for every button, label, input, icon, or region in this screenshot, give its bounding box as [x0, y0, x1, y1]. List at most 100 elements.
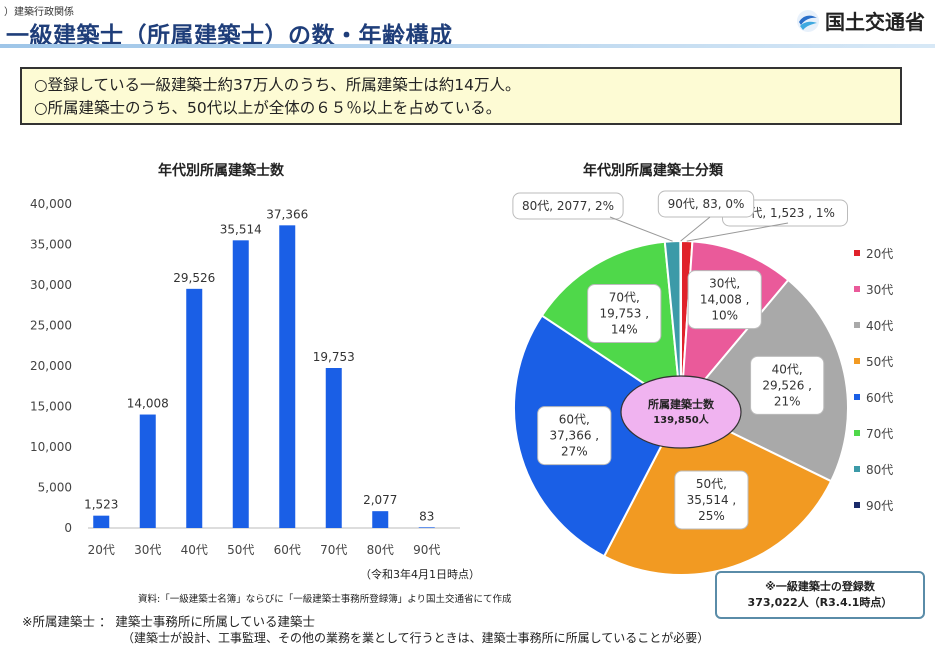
label-text: 14,008 , [700, 293, 750, 307]
pie-chart-title: 年代別所属建築士分類 [583, 163, 723, 179]
label-text: 50代, [696, 477, 727, 491]
legend-item-80代: 80代 [854, 463, 893, 477]
label-text: 70代, [609, 291, 640, 305]
footnote: ※所属建築士 ： 建築士事務所に所属している建築士 （建築士が設計、工事監理、そ… [22, 614, 709, 646]
bar-50代 [232, 240, 249, 528]
registered-count-box: ※一級建築士の登録数 373,022人（R3.4.1時点） [715, 571, 925, 619]
y-tick-label: 25,000 [30, 319, 72, 333]
y-tick-label: 20,000 [30, 359, 72, 373]
x-tick-label: 80代 [367, 543, 394, 557]
x-tick-label: 70代 [320, 543, 347, 557]
bar-value-label: 1,523 [84, 498, 118, 512]
label-box [657, 190, 755, 218]
legend-label: 30代 [866, 283, 893, 297]
mlit-logo-icon [797, 9, 819, 32]
bar-40代 [186, 288, 203, 528]
pie-slice-label-50代: 50代, 35,514 , 25% [674, 470, 749, 530]
y-tick-label: 30,000 [30, 278, 72, 292]
label-text: 29,526 , [762, 378, 812, 392]
pie-slice-label-60代: 60代, 37,366 , 27% [537, 406, 612, 466]
legend-label: 90代 [866, 499, 893, 513]
summary-line-1: ○登録している一級建築士約37万人のうち、所属建築士は約14万人。 [34, 76, 521, 94]
label-text: 14% [611, 323, 638, 337]
legend-item-90代: 90代 [854, 499, 893, 513]
bar-30代 [139, 414, 156, 528]
label-text: 10% [711, 309, 738, 323]
label-text: 19,753 , [599, 307, 649, 321]
pie-center-badge [620, 375, 742, 449]
x-tick-label: 90代 [413, 543, 440, 557]
pie-slice-label-90代: 90代, 83, 0% [657, 190, 755, 218]
bar-value-label: 2,077 [363, 493, 397, 507]
y-tick-label: 35,000 [30, 238, 72, 252]
bar-60代 [279, 225, 296, 529]
label-text: 20代, 1,523 , 1% [735, 206, 835, 220]
pie-slice-label-40代: 40代, 29,526 , 21% [750, 355, 825, 415]
label-box [750, 355, 825, 415]
legend-label: 40代 [866, 319, 893, 333]
bar-90代 [418, 527, 435, 528]
legend-label: 20代 [866, 247, 893, 261]
legend-swatch [854, 286, 860, 292]
label-text: 21% [774, 394, 801, 408]
legend-swatch [854, 394, 860, 400]
legend-item-60代: 60代 [854, 391, 893, 405]
x-tick-label: 60代 [274, 543, 301, 557]
label-text: 27% [561, 445, 588, 459]
pie-chart: 所属建築士数 139,850人 20代, 1,523 , 1% 30代, 14,008 … [512, 190, 893, 575]
bar-70代 [325, 368, 342, 528]
leader-line [609, 216, 673, 242]
title-underline [0, 44, 935, 48]
org-name: 国土交通省 [825, 10, 925, 34]
legend-item-70代: 70代 [854, 427, 893, 441]
y-tick-label: 5,000 [38, 481, 72, 495]
x-tick-label: 40代 [181, 543, 208, 557]
legend-swatch [854, 250, 860, 256]
pie-slice-label-70代: 70代, 19,753 , 14% [587, 284, 662, 344]
label-box [537, 406, 612, 466]
label-box [512, 192, 624, 220]
label-box [587, 284, 662, 344]
legend-swatch [854, 502, 860, 508]
label-text: 37,366 , [549, 429, 599, 443]
mlit-logo: 国土交通省 [796, 6, 925, 35]
label-text: 80代, 2077, 2% [522, 199, 614, 213]
summary-line-2: ○所属建築士のうち、50代以上が全体の６５％以上を占めている。 [34, 99, 502, 117]
footnote-explanation: （建築士が設計、工事監理、その他の業務を業として行うときは、建築士事務所に所属し… [122, 631, 710, 645]
label-text: 90代, 83, 0% [668, 197, 745, 211]
pie-slice-label-80代: 80代, 2077, 2% [512, 192, 624, 220]
bar-value-label: 35,514 [220, 222, 262, 236]
as-of-date: （令和3年4月1日時点） [360, 568, 480, 581]
source-note: 資料:「一級建築士名簿」ならびに「一級建築士事務所登録簿」より国土交通省にて作成 [138, 594, 512, 605]
section-kicker: ）建築行政関係 [4, 7, 74, 18]
summary-box: ○登録している一級建築士約37万人のうち、所属建築士は約14万人。 ○所属建築士… [20, 67, 902, 125]
y-tick-label: 10,000 [30, 440, 72, 454]
bar-value-label: 14,008 [127, 397, 169, 411]
x-tick-label: 30代 [134, 543, 161, 557]
legend-item-20代: 20代 [854, 247, 893, 261]
bar-value-label: 29,526 [173, 271, 215, 285]
label-text: 60代, [559, 413, 590, 427]
y-tick-label: 15,000 [30, 400, 72, 414]
page-header: ）建築行政関係 一級建築士（所属建築士）の数・年齢構成 国土交通省 [0, 0, 935, 49]
registered-count-title: ※一級建築士の登録数 [765, 580, 875, 593]
legend-item-50代: 50代 [854, 355, 893, 369]
label-text: 30代, [709, 277, 740, 291]
pie-slice-label-30代: 30代, 14,008 , 10% [687, 270, 762, 330]
bar-20代 [93, 515, 110, 528]
bar-80代 [372, 511, 389, 528]
label-text: 35,514 , [687, 493, 737, 507]
legend-swatch [854, 430, 860, 436]
footnote-definition: ※所属建築士 ： 建築士事務所に所属している建築士 [22, 614, 316, 629]
bar-chart-title: 年代別所属建築士数 [158, 163, 284, 179]
legend-item-40代: 40代 [854, 319, 893, 333]
label-text: 25% [698, 509, 725, 523]
bar-value-label: 37,366 [266, 207, 308, 221]
y-tick-label: 0 [64, 521, 72, 535]
legend-label: 60代 [866, 391, 893, 405]
legend-item-30代: 30代 [854, 283, 893, 297]
x-tick-label: 20代 [88, 543, 115, 557]
legend-label: 80代 [866, 463, 893, 477]
y-tick-label: 40,000 [30, 197, 72, 211]
pie-center-value: 139,850人 [653, 413, 710, 426]
